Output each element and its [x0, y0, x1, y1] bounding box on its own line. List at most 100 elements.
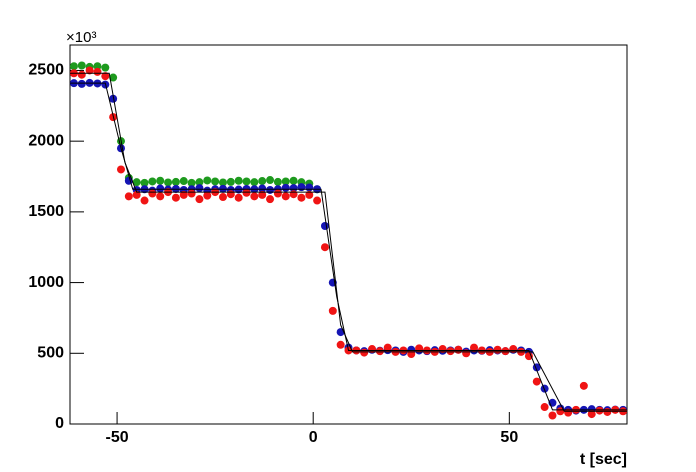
data-point [85, 66, 94, 75]
data-point [195, 178, 204, 187]
data-point [93, 67, 102, 76]
data-point [281, 192, 290, 201]
data-point [132, 190, 141, 199]
y-tick-label: 2000 [28, 132, 64, 149]
x-tick-label: -50 [106, 429, 129, 446]
x-tick-label: 0 [309, 429, 318, 446]
data-point [69, 62, 78, 71]
data-point [603, 407, 612, 416]
data-point [532, 377, 541, 386]
data-point [101, 63, 110, 72]
fit-line [70, 82, 627, 411]
data-point [493, 345, 502, 354]
plot-frame [69, 44, 628, 425]
data-point [462, 349, 471, 358]
data-point [383, 343, 392, 352]
data-point [179, 177, 188, 186]
data-point [305, 183, 314, 192]
data-point [101, 72, 110, 81]
data-point [407, 349, 416, 358]
data-point [195, 184, 204, 193]
data-point [297, 193, 306, 202]
data-point [234, 176, 243, 185]
data-point [273, 177, 282, 186]
data-point [116, 165, 125, 174]
data-point [548, 411, 557, 420]
data-point [297, 183, 306, 192]
y-tick-label: 1000 [28, 274, 64, 291]
data-point [587, 410, 596, 419]
data-point [266, 176, 275, 185]
data-point [179, 190, 188, 199]
data-point [226, 190, 235, 199]
data-point [195, 195, 204, 204]
data-point [124, 192, 133, 201]
data-point [266, 185, 275, 194]
data-point [109, 73, 118, 82]
y-multiplier: ×10³ [66, 29, 96, 46]
data-point [156, 176, 165, 185]
data-point [132, 178, 141, 187]
data-point [77, 70, 86, 79]
data-point [509, 345, 518, 354]
data-point [289, 176, 298, 185]
data-point [77, 61, 86, 70]
data-point [360, 348, 369, 357]
data-point [187, 189, 196, 198]
data-point [501, 347, 510, 356]
data-point [77, 79, 86, 88]
data-point [171, 177, 180, 186]
data-point [375, 347, 384, 356]
data-point [226, 177, 235, 186]
data-point [258, 184, 267, 193]
data-point [305, 190, 314, 199]
y-tick-label: 1500 [28, 203, 64, 220]
data-point [109, 94, 118, 103]
data-point [140, 178, 149, 187]
data-point [540, 384, 549, 393]
data-point [438, 345, 447, 354]
x-axis-label: t [sec] [580, 451, 627, 468]
data-point [289, 190, 298, 199]
data-point [556, 407, 565, 416]
data-point [273, 189, 282, 198]
data-point [258, 177, 267, 186]
data-point [164, 178, 173, 187]
data-point [242, 188, 251, 197]
data-point [289, 184, 298, 193]
data-point [579, 381, 588, 390]
data-point [250, 192, 259, 201]
data-point [313, 196, 322, 205]
data-point [564, 408, 573, 417]
x-tick-label: 50 [500, 429, 518, 446]
y-tick-label: 2500 [28, 62, 64, 79]
data-point [470, 343, 479, 352]
data-point [218, 178, 227, 187]
data-point [266, 195, 275, 204]
data-point [540, 403, 549, 412]
data-point [454, 345, 463, 354]
data-point [156, 192, 165, 201]
data-point [281, 183, 290, 192]
data-point [595, 406, 604, 415]
data-point [218, 193, 227, 202]
y-tick-label: 500 [37, 345, 64, 362]
data-point [320, 243, 329, 252]
data-point [320, 222, 329, 231]
data-point [171, 193, 180, 202]
data-point [156, 184, 165, 193]
data-point [148, 189, 157, 198]
data-point [368, 345, 377, 354]
y-tick-label: 0 [55, 415, 64, 432]
data-point [140, 196, 149, 205]
data-point [187, 178, 196, 187]
data-point [203, 191, 212, 200]
fit-line [70, 72, 627, 412]
data-point [328, 306, 337, 315]
data-point [234, 193, 243, 202]
data-point [93, 62, 102, 71]
data-point [258, 190, 267, 199]
data-point [524, 352, 533, 361]
data-point [281, 177, 290, 186]
